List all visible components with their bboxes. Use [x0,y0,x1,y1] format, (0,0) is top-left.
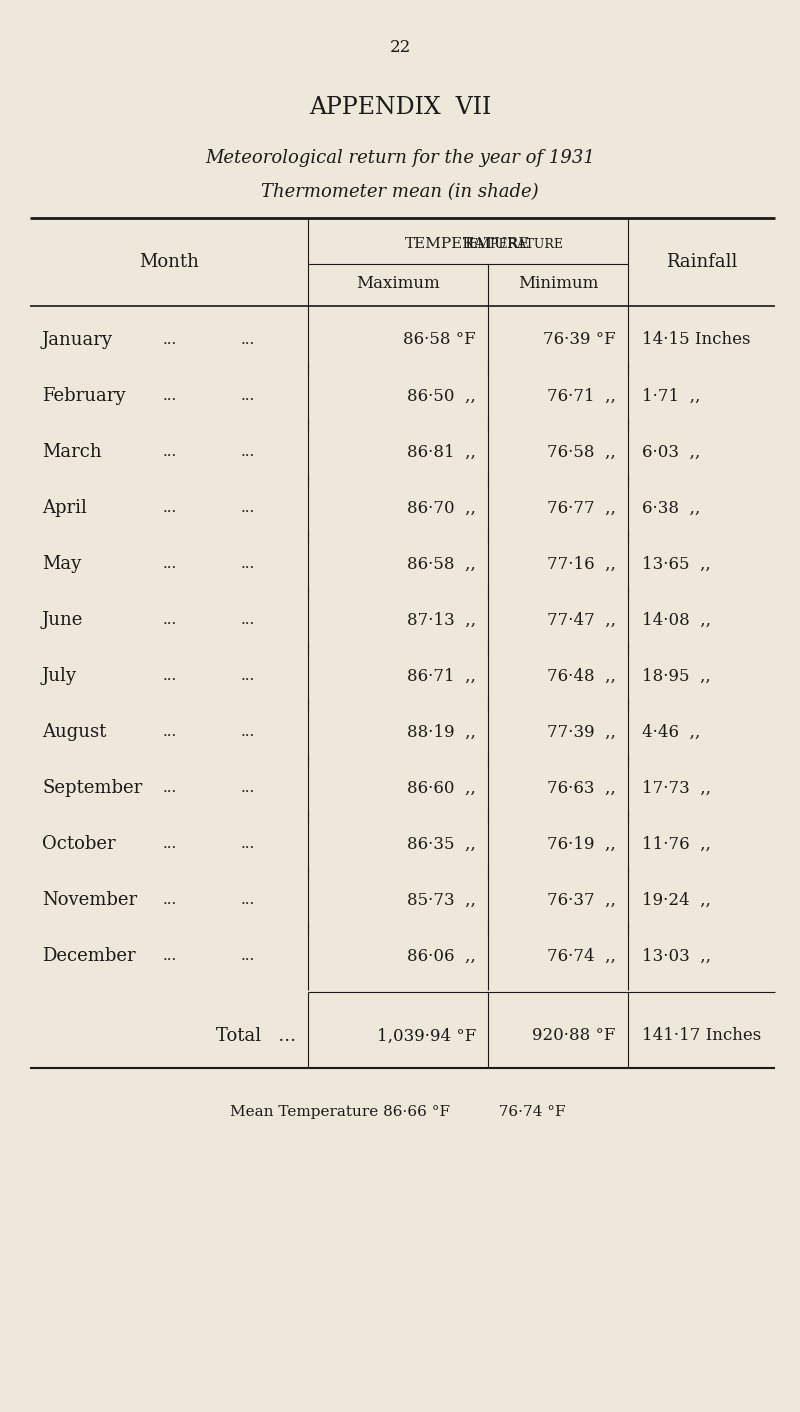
Text: 86·71  ,,: 86·71 ,, [407,668,476,685]
Text: ...: ... [163,613,177,627]
Text: 14·15 Inches: 14·15 Inches [642,332,750,349]
Text: Mean Temperature 86·66 °F          76·74 °F: Mean Temperature 86·66 °F 76·74 °F [230,1106,566,1118]
Text: ...: ... [163,724,177,738]
Text: 14·08  ,,: 14·08 ,, [642,611,711,628]
Text: 22: 22 [390,40,410,56]
Text: 17·73  ,,: 17·73 ,, [642,779,711,796]
Text: ...: ... [241,949,255,963]
Text: May: May [42,555,82,573]
Text: ...: ... [163,781,177,795]
Text: ...: ... [163,388,177,402]
Text: ...: ... [241,333,255,347]
Text: 76·37  ,,: 76·37 ,, [547,891,616,908]
Text: February: February [42,387,126,405]
Text: ...: ... [163,949,177,963]
Text: ...: ... [241,556,255,570]
Text: T: T [463,237,473,251]
Text: 6·03  ,,: 6·03 ,, [642,443,700,460]
Text: ...: ... [163,556,177,570]
Text: July: July [42,666,77,685]
Text: 86·35  ,,: 86·35 ,, [407,836,476,853]
Text: 86·70  ,,: 86·70 ,, [407,500,476,517]
Text: 13·03  ,,: 13·03 ,, [642,947,711,964]
Text: 86·58 °F: 86·58 °F [403,332,476,349]
Text: ...: ... [241,837,255,851]
Text: 1,039·94 °F: 1,039·94 °F [377,1028,476,1045]
Text: 86·06  ,,: 86·06 ,, [407,947,476,964]
Text: 1·71  ,,: 1·71 ,, [642,387,700,404]
Text: August: August [42,723,106,741]
Text: ...: ... [241,501,255,515]
Text: 76·48  ,,: 76·48 ,, [547,668,616,685]
Text: Month: Month [139,253,199,271]
Text: 86·50  ,,: 86·50 ,, [407,387,476,404]
Text: 85·73  ,,: 85·73 ,, [407,891,476,908]
Text: January: January [42,330,113,349]
Text: Rainfall: Rainfall [666,253,737,271]
Text: Meteorological return for the year of 1931: Meteorological return for the year of 19… [205,150,595,167]
Text: 87·13  ,,: 87·13 ,, [407,611,476,628]
Text: 76·74  ,,: 76·74 ,, [547,947,616,964]
Text: September: September [42,779,142,796]
Text: October: October [42,834,116,853]
Text: ...: ... [241,781,255,795]
Text: APPENDIX  VII: APPENDIX VII [309,96,491,120]
Text: December: December [42,947,136,964]
Text: ...: ... [163,333,177,347]
Text: 86·81  ,,: 86·81 ,, [407,443,476,460]
Text: April: April [42,498,87,517]
Text: ...: ... [241,892,255,907]
Text: June: June [42,611,83,628]
Text: Maximum: Maximum [356,275,440,292]
Text: ...: ... [163,669,177,683]
Text: March: March [42,443,102,460]
Text: 6·38  ,,: 6·38 ,, [642,500,700,517]
Text: 13·65  ,,: 13·65 ,, [642,555,710,572]
Text: Minimum: Minimum [518,275,598,292]
Text: ...: ... [241,669,255,683]
Text: ...: ... [241,613,255,627]
Text: ...: ... [241,388,255,402]
Text: Total   ...: Total ... [216,1027,296,1045]
Text: ...: ... [241,445,255,459]
Text: 86·58  ,,: 86·58 ,, [407,555,476,572]
Text: November: November [42,891,137,909]
Text: 76·19  ,,: 76·19 ,, [547,836,616,853]
Text: ...: ... [163,892,177,907]
Text: ...: ... [163,837,177,851]
Text: 76·77  ,,: 76·77 ,, [547,500,616,517]
Text: 76·71  ,,: 76·71 ,, [547,387,616,404]
Text: 19·24  ,,: 19·24 ,, [642,891,711,908]
Text: EMPERATURE: EMPERATURE [468,237,563,250]
Text: 920·88 °F: 920·88 °F [533,1028,616,1045]
Text: 77·16  ,,: 77·16 ,, [547,555,616,572]
Text: 76·58  ,,: 76·58 ,, [547,443,616,460]
Text: 18·95  ,,: 18·95 ,, [642,668,710,685]
Text: TEMPERATURE: TEMPERATURE [406,237,530,251]
Text: 88·19  ,,: 88·19 ,, [407,723,476,740]
Text: 77·39  ,,: 77·39 ,, [547,723,616,740]
Text: 86·60  ,,: 86·60 ,, [407,779,476,796]
Text: Thermometer mean (in shade): Thermometer mean (in shade) [261,184,539,201]
Text: 141·17 Inches: 141·17 Inches [642,1028,762,1045]
Text: ...: ... [163,501,177,515]
Text: 11·76  ,,: 11·76 ,, [642,836,711,853]
Text: ...: ... [241,724,255,738]
Text: 77·47  ,,: 77·47 ,, [547,611,616,628]
Text: 76·39 °F: 76·39 °F [543,332,616,349]
Text: 4·46  ,,: 4·46 ,, [642,723,700,740]
Text: ...: ... [163,445,177,459]
Text: 76·63  ,,: 76·63 ,, [547,779,616,796]
